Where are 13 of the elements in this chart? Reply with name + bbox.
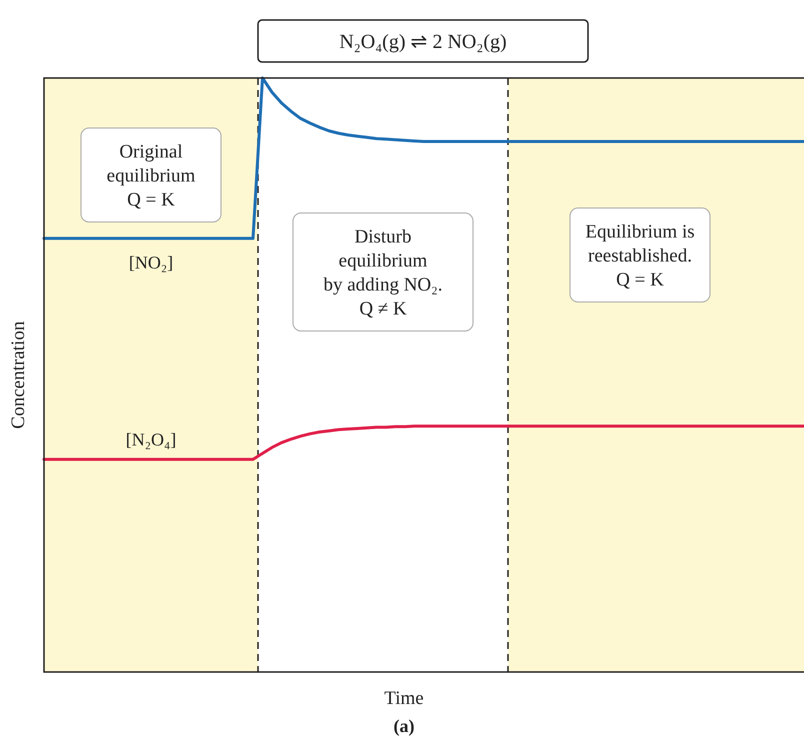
equation-box: N₂O₄(g) ⇌ 2 NO₂(g)	[257, 19, 589, 63]
series-label: [N₂O₄]	[126, 429, 176, 450]
chart-title: N₂O₄(g) ⇌ 2 NO₂(g)	[339, 31, 507, 53]
annotation: Disturb equilibrium by adding NO₂. Q ≠ K	[323, 226, 443, 320]
series-label: [NO₂]	[128, 252, 174, 272]
callout-box: Original equilibrium Q = K	[80, 128, 222, 222]
callout-box: Disturb equilibrium by adding NO₂. Q ≠ K	[292, 212, 474, 332]
annotation: Equilibrium is reestablished. Q = K	[585, 222, 695, 291]
text: (a)	[394, 716, 414, 736]
x-axis-title: Time	[384, 688, 424, 709]
callout-box: Equilibrium is reestablished. Q = K	[570, 208, 710, 302]
annotation: Original equilibrium Q = K	[106, 142, 196, 211]
y-axis-title: Concentration	[8, 320, 29, 429]
